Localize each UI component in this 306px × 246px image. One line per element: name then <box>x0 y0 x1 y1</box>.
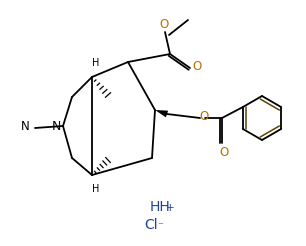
Text: O: O <box>159 17 169 31</box>
Text: O: O <box>219 147 229 159</box>
Text: O: O <box>192 61 202 74</box>
Text: +: + <box>166 203 175 213</box>
Text: H: H <box>92 184 100 194</box>
Text: H: H <box>92 58 100 68</box>
Polygon shape <box>155 110 168 117</box>
Text: N: N <box>51 120 61 133</box>
Text: ⁻: ⁻ <box>157 221 163 231</box>
Text: HH: HH <box>150 200 171 214</box>
Text: O: O <box>200 110 209 123</box>
Text: Cl: Cl <box>144 218 158 232</box>
Text: N: N <box>21 121 30 134</box>
